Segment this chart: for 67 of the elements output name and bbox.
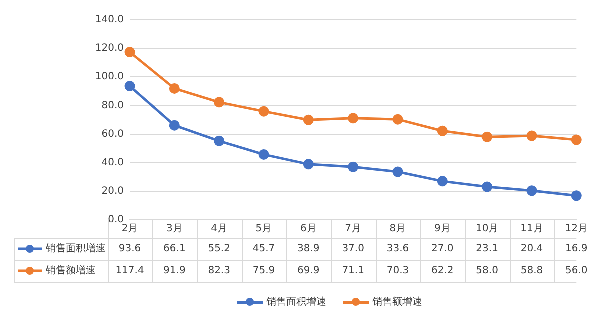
point [303, 159, 314, 170]
point [482, 182, 493, 192]
legend-label: 销售面积增速 [45, 242, 106, 255]
data-label: 23.1 [476, 244, 498, 255]
x-tick-label: 8月 [390, 224, 406, 235]
data-label: 20.4 [520, 244, 544, 255]
point [526, 186, 538, 196]
point [571, 190, 582, 202]
y-tick-label: 80.0 [102, 100, 124, 112]
data-label: 55.2 [208, 244, 230, 255]
text: 销售面积增速 [266, 297, 326, 308]
data-label: 69.9 [298, 266, 320, 277]
text: 销售额增速 [372, 297, 422, 308]
data-label: 70.3 [386, 266, 410, 277]
y-tick-label: 40.0 [102, 157, 124, 168]
data-label: 58.8 [520, 266, 544, 277]
data-label: 37.0 [342, 244, 364, 255]
point [169, 83, 180, 94]
data-label: 91.9 [164, 266, 186, 277]
point [124, 47, 136, 58]
point [437, 176, 448, 187]
point [258, 149, 270, 160]
y-tick-label: 0.0 [108, 214, 124, 226]
x-tick-label: 3月 [166, 224, 183, 235]
y-tick-label: 120.0 [95, 43, 124, 54]
data-label: 82.3 [208, 266, 230, 277]
data-label: 27.0 [432, 244, 454, 255]
x-tick-label: 10月 [476, 224, 499, 235]
point [571, 134, 582, 146]
y-tick-label: 140.0 [95, 14, 124, 26]
data-label: 117.4 [116, 266, 144, 277]
x-tick-label: 6月 [300, 224, 317, 235]
x-tick-label: 11月 [520, 224, 544, 235]
data-label: 16.9 [566, 244, 588, 255]
data-label: 71.1 [342, 266, 364, 277]
x-tick-label: 9月 [434, 224, 451, 235]
point [392, 114, 404, 125]
x-tick-label: 2月 [122, 224, 138, 235]
legend-label: 销售额增速 [45, 264, 96, 277]
x-tick-label: 4月 [211, 224, 228, 235]
point [214, 97, 225, 108]
point [526, 130, 538, 142]
point [303, 114, 314, 126]
point [124, 81, 136, 92]
data-label: 75.9 [252, 266, 276, 277]
x-tick-label: 12月 [565, 224, 588, 235]
y-tick-label: 100.0 [95, 72, 124, 83]
x-tick-label: 5月 [256, 224, 272, 235]
x-tick-label: 7月 [345, 224, 362, 235]
data-label: 38.9 [298, 244, 320, 255]
data-label: 45.7 [252, 244, 276, 255]
point [348, 162, 359, 172]
data-label: 33.6 [386, 244, 410, 255]
data-label: 66.1 [164, 244, 186, 255]
point [258, 106, 270, 117]
point [482, 132, 493, 142]
data-label: 62.2 [432, 266, 454, 277]
y-tick-label: 60.0 [102, 128, 124, 140]
y-tick-label: 20.0 [102, 186, 124, 198]
point [214, 136, 225, 146]
data-label: 93.6 [118, 244, 142, 255]
data-label: 58.0 [476, 266, 498, 277]
point [437, 126, 448, 136]
point [348, 113, 359, 124]
data-label: 56.0 [566, 266, 588, 277]
point [169, 120, 180, 131]
point [392, 166, 404, 178]
